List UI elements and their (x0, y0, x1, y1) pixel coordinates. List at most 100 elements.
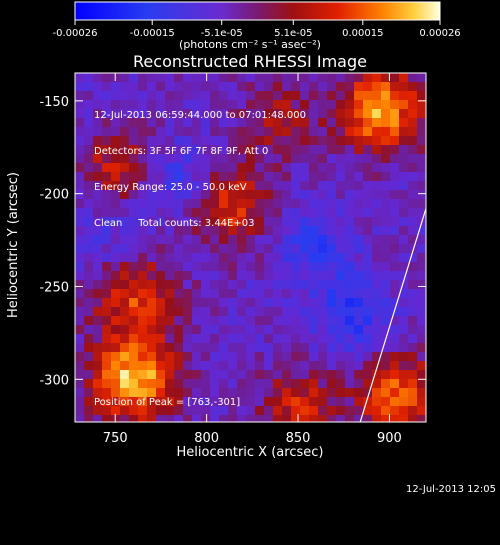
heatmap-cell (75, 100, 85, 110)
heatmap-cell (138, 307, 148, 317)
heatmap-cell (156, 181, 166, 191)
x-tick-label: 850 (286, 431, 311, 446)
heatmap-cell (327, 154, 337, 164)
heatmap-cell (120, 127, 130, 137)
heatmap-cell (318, 109, 328, 119)
heatmap-cell (282, 325, 292, 335)
heatmap-cell (129, 307, 139, 317)
heatmap-cell (417, 253, 426, 263)
heatmap-cell (84, 406, 94, 416)
heatmap-cell (336, 406, 346, 416)
heatmap-cell (336, 325, 346, 335)
heatmap-cell (255, 82, 265, 92)
heatmap-cell (408, 199, 418, 209)
heatmap-cell (192, 226, 202, 236)
heatmap-cell (318, 190, 328, 200)
heatmap-cell (372, 181, 382, 191)
heatmap-cell (363, 73, 373, 83)
heatmap-cell (210, 334, 220, 344)
heatmap-cell (165, 352, 175, 362)
heatmap-cell (255, 199, 265, 209)
heatmap-cell (372, 307, 382, 317)
heatmap-cell (102, 388, 112, 398)
heatmap-cell (273, 244, 283, 254)
heatmap-cell (417, 388, 426, 398)
heatmap-cell (93, 397, 103, 407)
heatmap-cell (120, 352, 130, 362)
heatmap-cell (156, 118, 166, 128)
heatmap-cell (300, 181, 310, 191)
heatmap-cell (237, 370, 247, 380)
heatmap-cell (336, 100, 346, 110)
heatmap-cell (174, 217, 184, 227)
heatmap-cell (228, 361, 238, 371)
heatmap-cell (201, 379, 211, 389)
heatmap-cell (174, 118, 184, 128)
heatmap-cell (138, 316, 148, 326)
heatmap-cell (93, 172, 103, 182)
heatmap-cell (345, 199, 355, 209)
heatmap-cell (309, 352, 319, 362)
heatmap-cell (210, 289, 220, 299)
heatmap-cell (201, 361, 211, 371)
heatmap-cell (246, 109, 256, 119)
heatmap-cell (345, 388, 355, 398)
heatmap-cell (336, 280, 346, 290)
heatmap-cell (336, 163, 346, 173)
heatmap-cell (354, 271, 364, 281)
heatmap-cell (147, 217, 157, 227)
heatmap-cell (354, 100, 364, 110)
heatmap-cell (246, 361, 256, 371)
heatmap-cell (282, 406, 292, 416)
heatmap-cell (399, 73, 409, 83)
heatmap-cell (138, 127, 148, 137)
heatmap-cell (390, 154, 400, 164)
heatmap-cell (300, 253, 310, 263)
heatmap-cell (147, 262, 157, 272)
heatmap-cell (327, 208, 337, 218)
heatmap-cell (336, 352, 346, 362)
heatmap-cell (174, 154, 184, 164)
colorbar-tick-label: 0.00015 (342, 28, 383, 39)
heatmap-cell (102, 379, 112, 389)
heatmap-cell (273, 289, 283, 299)
heatmap-cell (201, 235, 211, 245)
heatmap-cell (318, 217, 328, 227)
heatmap-cell (165, 73, 175, 83)
heatmap-cell (291, 298, 301, 308)
heatmap-cell (363, 226, 373, 236)
heatmap-cell (183, 181, 193, 191)
heatmap-cell (75, 190, 85, 200)
heatmap-cell (291, 181, 301, 191)
heatmap-cell (111, 406, 121, 416)
heatmap-cell (318, 379, 328, 389)
heatmap-cell (138, 217, 148, 227)
heatmap-cell (273, 82, 283, 92)
heatmap-cell (363, 91, 373, 101)
heatmap-cell (210, 226, 220, 236)
heatmap-cell (201, 163, 211, 173)
heatmap-cell (327, 199, 337, 209)
heatmap-cell (372, 271, 382, 281)
heatmap-cell (318, 325, 328, 335)
heatmap-cell (201, 397, 211, 407)
heatmap-cell (399, 145, 409, 155)
heatmap-cell (174, 343, 184, 353)
heatmap-cell (183, 163, 193, 173)
heatmap-cell (336, 82, 346, 92)
heatmap-cell (363, 289, 373, 299)
heatmap-cell (399, 181, 409, 191)
heatmap-cell (156, 370, 166, 380)
heatmap-cell (381, 289, 391, 299)
heatmap-cell (93, 73, 103, 83)
heatmap-cell (156, 343, 166, 353)
heatmap-cell (228, 82, 238, 92)
heatmap-cell (318, 298, 328, 308)
heatmap-cell (120, 208, 130, 218)
heatmap-cell (300, 307, 310, 317)
heatmap-cell (192, 361, 202, 371)
heatmap-cell (255, 361, 265, 371)
heatmap-cell (255, 208, 265, 218)
heatmap-cell (111, 217, 121, 227)
heatmap-cell (381, 343, 391, 353)
